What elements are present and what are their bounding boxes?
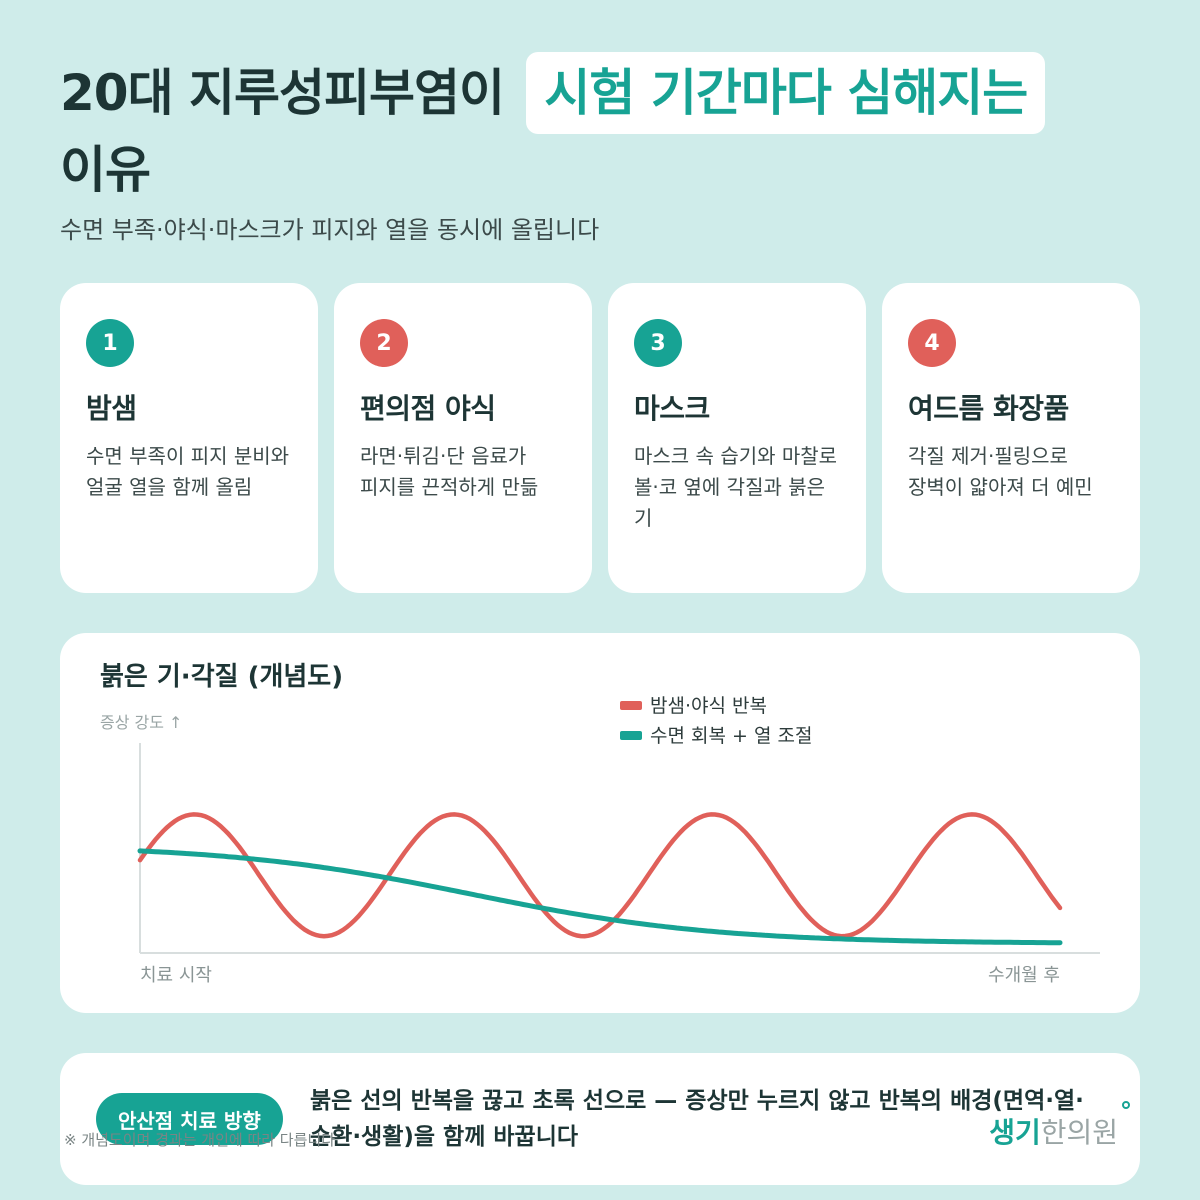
cause-card-4: 4 여드름 화장품 각질 제거·필링으로 장벽이 얇아져 더 예민: [882, 283, 1140, 593]
title-highlight: 시험 기간마다 심해지는: [526, 52, 1046, 134]
concept-chart: 붉은 기·각질 (개념도) 증상 강도 ↑ 치료 시작 수개월 후 밤샘·야식 …: [100, 662, 1100, 986]
chart-footnote: ※ 개념도이며 경과는 개인에 따라 다릅니다: [64, 1131, 336, 1149]
title-tail: 이유: [60, 141, 151, 199]
series-line-teal: [137, 848, 1063, 946]
card-desc: 라면·튀김·단 음료가 피지를 끈적하게 만듦: [360, 444, 539, 499]
cause-card-1: 1 밤샘 수면 부족이 피지 분비와 얼굴 열을 함께 올림: [60, 283, 318, 593]
chart-ylabel: 증상 강도 ↑: [100, 713, 182, 732]
x-start-label: 치료 시작: [140, 965, 212, 986]
x-end-label: 수개월 후: [988, 965, 1060, 986]
card-title: 마스크: [634, 392, 710, 425]
logo-dot-icon: [1122, 1101, 1130, 1109]
cause-card-3: 3 마스크 마스크 속 습기와 마찰로 볼·코 옆에 각질과 붉은 기: [608, 283, 866, 593]
title-main: 20대 지루성피부염이: [60, 64, 505, 122]
series-line-red: [137, 812, 1063, 939]
card-number-badge: 2: [360, 319, 408, 367]
legend-swatch-red: [620, 701, 642, 710]
cause-cards: 1 밤샘 수면 부족이 피지 분비와 얼굴 열을 함께 올림 2 편의점 야식 …: [60, 283, 1140, 593]
card-number-badge: 4: [908, 319, 956, 367]
chart-legend: 밤샘·야식 반복 수면 회복 + 열 조절: [620, 695, 812, 747]
page-subtitle: 수면 부족·야식·마스크가 피지와 열을 동시에 올립니다: [60, 216, 600, 244]
clinic-logo: 생기한의원: [989, 1101, 1130, 1151]
card-number-badge: 3: [634, 319, 682, 367]
card-title: 밤샘: [86, 392, 137, 425]
treatment-pill: 안산점 치료 방향: [96, 1093, 283, 1145]
chart-title: 붉은 기·각질 (개념도): [100, 662, 343, 692]
cause-card-2: 2 편의점 야식 라면·튀김·단 음료가 피지를 끈적하게 만듦: [334, 283, 592, 593]
card-desc: 수면 부족이 피지 분비와 얼굴 열을 함께 올림: [86, 444, 290, 499]
treatment-banner: 안산점 치료 방향 붉은 선의 반복을 끊고 초록 선으로 — 증상만 누르지 …: [60, 1053, 1140, 1185]
concept-chart-card: 붉은 기·각질 (개념도) 증상 강도 ↑ 치료 시작 수개월 후 밤샘·야식 …: [60, 633, 1140, 1013]
logo-secondary: 한의원: [1040, 1116, 1118, 1149]
treatment-text: 붉은 선의 반복을 끊고 초록 선으로 — 증상만 누르지 않고 반복의 배경(…: [310, 1088, 1084, 1150]
legend-label-red: 밤샘·야식 반복: [650, 695, 767, 717]
legend-label-teal: 수면 회복 + 열 조절: [650, 725, 812, 747]
page-title: 20대 지루성피부염이 시험 기간마다 심해지는 이유: [60, 52, 1160, 206]
card-desc: 마스크 속 습기와 마찰로 볼·코 옆에 각질과 붉은 기: [634, 444, 838, 530]
logo-primary: 생기: [989, 1116, 1041, 1149]
card-number-badge: 1: [86, 319, 134, 367]
card-title: 여드름 화장품: [908, 392, 1069, 425]
card-title: 편의점 야식: [360, 392, 496, 425]
card-desc: 각질 제거·필링으로 장벽이 얇아져 더 예민: [908, 444, 1093, 499]
legend-swatch-teal: [620, 731, 642, 740]
